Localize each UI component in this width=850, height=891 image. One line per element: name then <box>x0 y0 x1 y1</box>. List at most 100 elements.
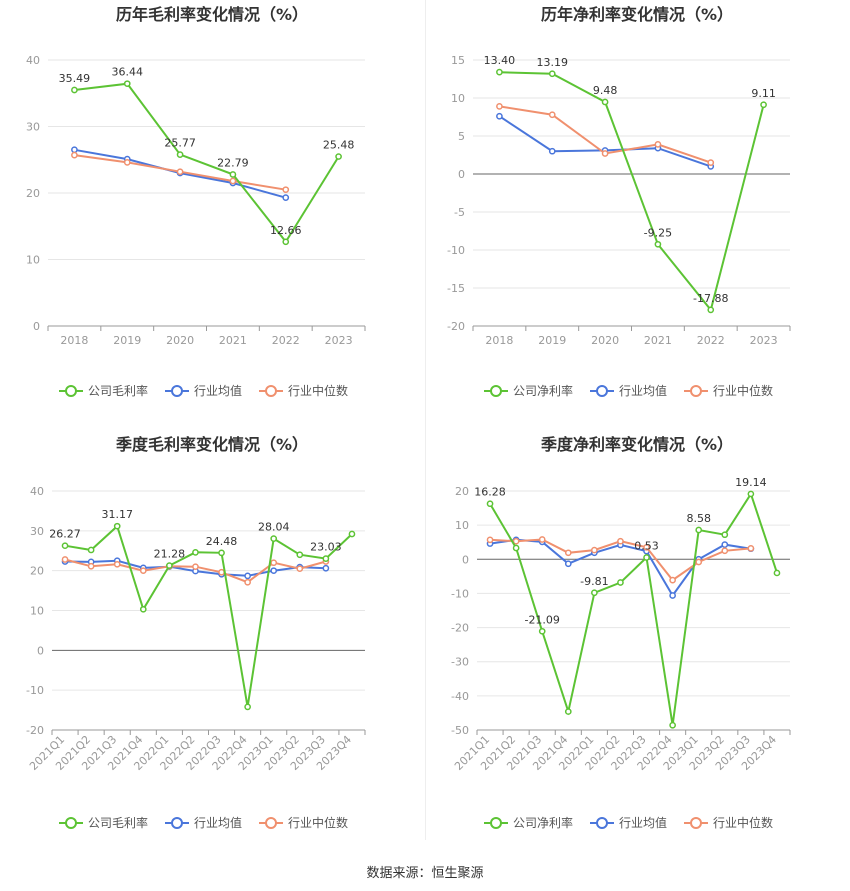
legend-label: 行业中位数 <box>713 383 773 398</box>
data-point-median[interactable] <box>139 567 147 575</box>
data-point-median[interactable] <box>229 177 237 185</box>
data-point-median[interactable] <box>617 537 624 545</box>
data-point-company[interactable] <box>721 531 729 539</box>
y-tick-label: -10 <box>451 587 469 600</box>
data-point-company[interactable] <box>591 589 598 597</box>
data-point-median[interactable] <box>87 562 95 570</box>
data-point-company[interactable] <box>87 546 95 554</box>
legend-item-company[interactable]: 公司毛利率 <box>59 815 148 830</box>
data-point-company[interactable] <box>192 548 199 556</box>
data-point-median[interactable] <box>601 150 609 157</box>
data-point-median[interactable] <box>296 565 304 573</box>
data-point-median[interactable] <box>123 159 131 166</box>
data-point-company[interactable] <box>71 86 78 94</box>
data-point-median[interactable] <box>643 543 650 551</box>
x-tick-label: 2021 <box>219 334 247 347</box>
data-point-company[interactable] <box>707 306 715 314</box>
data-point-company[interactable] <box>695 526 703 534</box>
data-point-company[interactable] <box>296 551 304 559</box>
data-point-company[interactable] <box>747 490 755 498</box>
data-label: 25.77 <box>164 137 196 150</box>
legend-item-avg[interactable]: 行业均值 <box>590 815 667 830</box>
legend-item-median[interactable]: 行业中位数 <box>684 383 773 398</box>
data-point-median[interactable] <box>218 568 225 576</box>
data-point-company[interactable] <box>244 703 251 711</box>
data-point-company[interactable] <box>229 171 237 178</box>
data-point-median[interactable] <box>270 559 278 567</box>
data-point-avg[interactable] <box>322 564 330 572</box>
legend-item-company[interactable]: 公司净利率 <box>484 383 573 398</box>
data-point-median[interactable] <box>721 547 729 555</box>
legend-item-median[interactable]: 行业中位数 <box>684 815 773 830</box>
data-point-company[interactable] <box>564 708 572 715</box>
legend-label: 行业均值 <box>194 383 242 398</box>
data-point-company[interactable] <box>218 549 225 557</box>
data-point-company[interactable] <box>548 70 556 78</box>
data-point-median[interactable] <box>707 159 715 166</box>
data-point-company[interactable] <box>335 153 342 160</box>
data-point-median[interactable] <box>669 576 676 584</box>
data-point-median[interactable] <box>282 186 290 194</box>
data-point-company[interactable] <box>166 562 173 569</box>
data-point-avg[interactable] <box>669 592 676 599</box>
legend-item-median[interactable]: 行业中位数 <box>259 815 348 830</box>
data-point-median[interactable] <box>564 549 572 557</box>
legend-item-avg[interactable]: 行业均值 <box>590 383 667 398</box>
data-point-avg[interactable] <box>496 112 503 120</box>
data-point-company[interactable] <box>601 98 609 106</box>
data-point-company[interactable] <box>176 151 184 158</box>
data-point-median[interactable] <box>654 141 662 148</box>
data-point-company[interactable] <box>61 542 69 550</box>
data-point-company[interactable] <box>643 554 650 561</box>
legend-item-median[interactable]: 行业中位数 <box>259 383 348 398</box>
data-point-company[interactable] <box>348 530 356 538</box>
data-point-avg[interactable] <box>548 147 556 155</box>
data-point-company[interactable] <box>486 500 494 508</box>
data-point-avg[interactable] <box>244 572 251 580</box>
data-point-avg[interactable] <box>564 560 572 568</box>
data-point-avg[interactable] <box>721 541 729 548</box>
data-point-company[interactable] <box>123 80 131 88</box>
data-point-company[interactable] <box>617 579 624 586</box>
data-point-median[interactable] <box>244 578 251 586</box>
data-point-avg[interactable] <box>71 146 78 154</box>
data-point-median[interactable] <box>61 556 69 563</box>
data-point-company[interactable] <box>760 101 767 109</box>
data-point-company[interactable] <box>538 627 546 635</box>
chart-title: 历年净利率变化情况（%） <box>541 5 733 24</box>
data-point-median[interactable] <box>548 111 556 119</box>
data-point-median[interactable] <box>747 545 755 552</box>
data-source-note: 数据来源：恒生聚源 <box>366 866 484 881</box>
data-label: 22.79 <box>217 156 249 169</box>
data-point-company[interactable] <box>496 68 503 76</box>
data-point-median[interactable] <box>71 151 78 159</box>
chart-svg: 历年毛利率变化情况（%） 0 10 20 30 40 2018 2019 2020 2021 202… <box>26 5 366 398</box>
data-point-company[interactable] <box>139 605 147 613</box>
data-point-avg[interactable] <box>270 567 278 575</box>
y-tick-label: 30 <box>26 121 40 134</box>
data-point-company[interactable] <box>773 569 781 577</box>
data-point-company[interactable] <box>512 544 520 552</box>
data-point-median[interactable] <box>695 558 703 566</box>
data-label: 9.11 <box>751 87 776 100</box>
data-point-median[interactable] <box>591 546 598 554</box>
data-point-median[interactable] <box>486 536 494 544</box>
legend-item-avg[interactable]: 行业均值 <box>165 383 242 398</box>
data-point-company[interactable] <box>654 240 662 248</box>
data-point-company[interactable] <box>270 535 278 542</box>
data-point-median[interactable] <box>113 560 121 568</box>
data-point-median[interactable] <box>496 103 503 110</box>
data-point-median[interactable] <box>512 537 520 545</box>
legend-item-avg[interactable]: 行业均值 <box>165 815 242 830</box>
data-point-company[interactable] <box>282 238 290 246</box>
data-point-median[interactable] <box>176 168 184 176</box>
data-point-median[interactable] <box>192 563 199 571</box>
data-point-avg[interactable] <box>282 194 290 202</box>
data-point-company[interactable] <box>322 555 330 562</box>
legend-item-company[interactable]: 公司净利率 <box>484 815 573 830</box>
legend-item-company[interactable]: 公司毛利率 <box>59 383 148 398</box>
data-point-company[interactable] <box>669 721 676 729</box>
data-point-company[interactable] <box>113 522 121 530</box>
data-point-median[interactable] <box>538 536 546 543</box>
quarterly-net-margin-chart: 季度净利率变化情况（%） -50 -40 -30 -20 -10 0 10 20 2021Q1 20… <box>425 430 850 860</box>
